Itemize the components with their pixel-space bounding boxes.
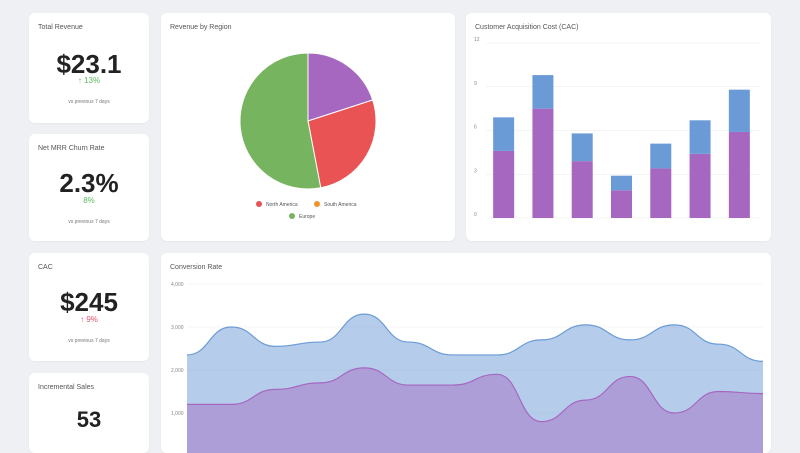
kpi-delta: ↑ 9% <box>80 315 98 324</box>
total-revenue-card: Total Revenue $23.1 ↑ 13% vs previous 7 … <box>29 13 149 123</box>
area-chart: 1,000 2,000 3,000 4,000 <box>171 282 764 453</box>
bar-segment-bottom <box>650 168 672 218</box>
bar-segment-bottom <box>689 153 711 218</box>
y-tick-label: 6 <box>474 125 477 131</box>
revenue-by-region-card: Revenue by Region North America South Ame… <box>161 13 455 241</box>
card-title: Net MRR Churn Rate <box>38 145 105 152</box>
bar-segment-bottom <box>532 108 554 218</box>
y-tick-label: 3,000 <box>171 325 184 331</box>
pie-chart: North America South America Europe <box>239 52 377 220</box>
chart-title: Revenue by Region <box>170 24 232 31</box>
y-tick-label: 0 <box>474 212 477 218</box>
pie-slice <box>307 99 377 189</box>
kpi-value: 2.3% <box>59 168 119 198</box>
legend-label: Europe <box>299 214 315 220</box>
bar-segment-top <box>532 75 554 109</box>
kpi-value: 53 <box>76 407 102 432</box>
kpi-value: $245 <box>60 287 118 317</box>
legend-swatch <box>289 213 295 219</box>
area-fill-blue <box>187 314 763 453</box>
kpi-subtitle: vs previous 7 days <box>68 99 110 105</box>
bar-segment-top <box>650 143 672 169</box>
stacked-bar-chart: 0 3 6 9 12 <box>474 37 761 219</box>
legend-label: South America <box>324 202 357 208</box>
pie-slice <box>307 52 374 122</box>
kpi-delta: 8% <box>83 196 95 205</box>
y-tick-label: 9 <box>474 81 477 87</box>
pie-slice <box>239 52 322 190</box>
y-tick-label: 3 <box>474 168 477 174</box>
bar-segment-bottom <box>493 150 515 218</box>
churn-rate-card: Net MRR Churn Rate 2.3% 8% vs previous 7… <box>29 134 149 241</box>
chart-title: Conversion Rate <box>170 264 223 271</box>
cac-kpi-card: CAC $245 ↑ 9% vs previous 7 days <box>29 253 149 361</box>
incremental-sales-card: Incremental Sales 53 <box>29 373 149 453</box>
kpi-value: $23.1 <box>56 49 122 79</box>
area-line-purple <box>187 367 764 423</box>
bar-segment-bottom <box>728 131 750 218</box>
bar-segment-top <box>493 117 515 151</box>
conversion-rate-card: Conversion Rate 1,000 2,000 3,000 4,000 <box>161 253 771 453</box>
bar-segment-top <box>611 175 632 191</box>
card-title: Total Revenue <box>38 24 83 31</box>
bar-segment-bottom <box>611 190 632 218</box>
chart-title: Customer Acquisition Cost (CAC) <box>475 24 579 31</box>
legend-swatch <box>256 201 262 207</box>
card-title: CAC <box>38 264 53 271</box>
y-tick-label: 2,000 <box>171 368 184 374</box>
cac-chart-card: Customer Acquisition Cost (CAC) 0 3 6 9 12 <box>466 13 771 241</box>
area-line-blue <box>186 313 764 362</box>
kpi-subtitle: vs previous 7 days <box>68 338 110 344</box>
bar-segment-bottom <box>571 161 593 218</box>
bar-segment-top <box>689 120 711 154</box>
kpi-delta: ↑ 13% <box>77 76 101 85</box>
y-tick-label: 4,000 <box>171 282 184 288</box>
bar-segment-top <box>571 133 593 162</box>
y-tick-label: 1,000 <box>171 411 184 417</box>
card-title: Incremental Sales <box>38 384 95 391</box>
legend-label: North America <box>266 202 298 208</box>
kpi-subtitle: vs previous 7 days <box>68 219 110 225</box>
y-tick-label: 12 <box>474 37 480 43</box>
bar-segment-top <box>728 89 750 132</box>
legend-swatch <box>314 201 320 207</box>
